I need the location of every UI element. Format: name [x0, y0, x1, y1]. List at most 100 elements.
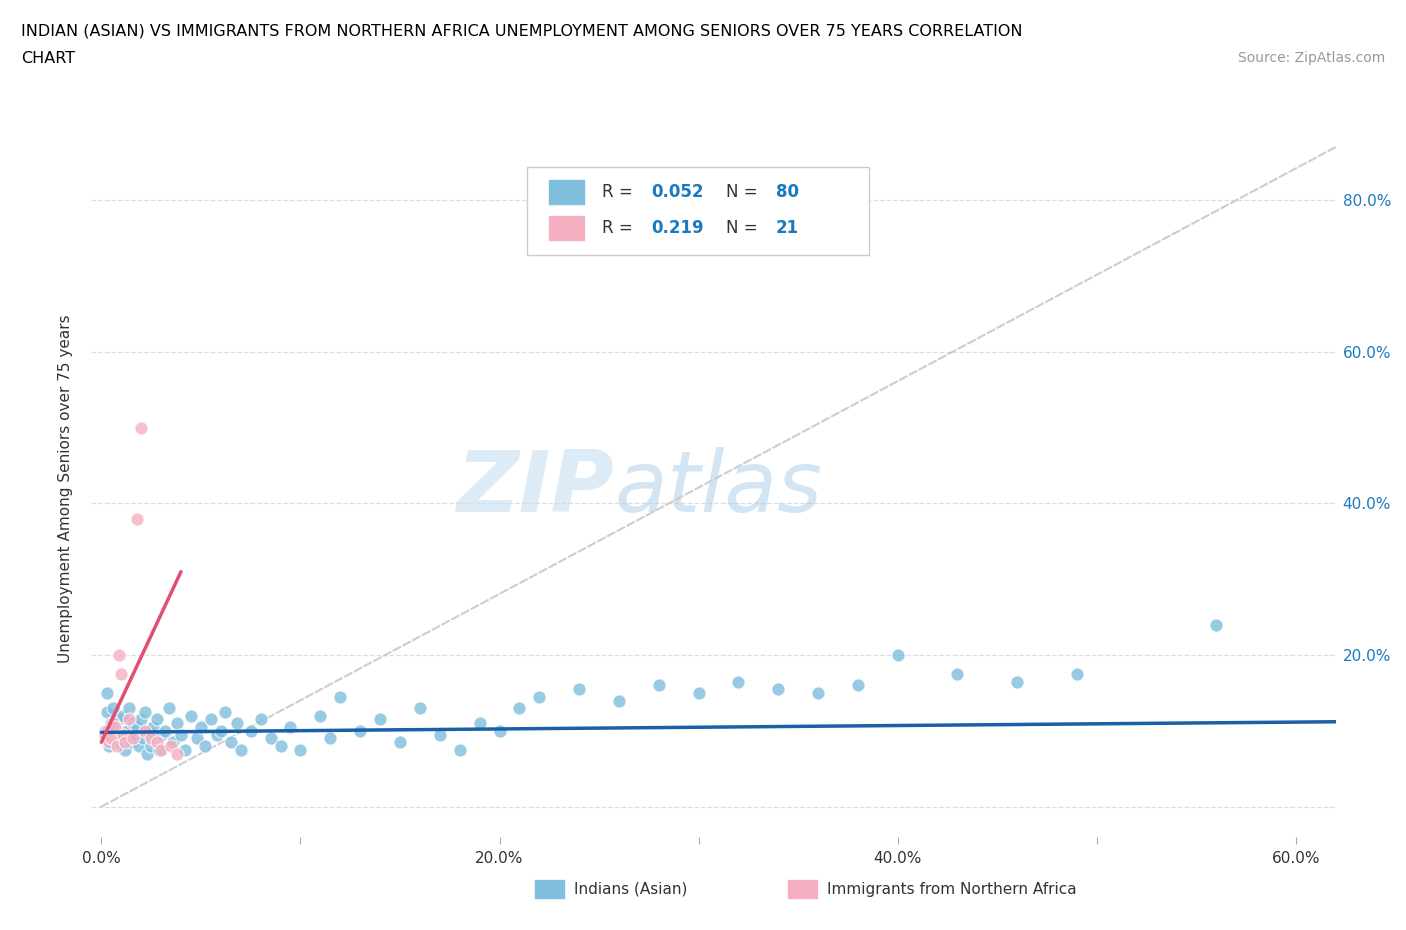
Y-axis label: Unemployment Among Seniors over 75 years: Unemployment Among Seniors over 75 years [58, 314, 73, 662]
Point [807, 685, 830, 700]
Point [174, 742, 197, 757]
Text: 0.219: 0.219 [651, 219, 704, 237]
Point [190, 720, 212, 735]
Text: 0.052: 0.052 [651, 183, 704, 201]
Point [139, 731, 162, 746]
Text: Indians (Asian): Indians (Asian) [574, 882, 688, 897]
Point [104, 720, 127, 735]
Text: CHART: CHART [21, 51, 75, 66]
Point [146, 735, 169, 750]
Point [229, 742, 252, 757]
Point [138, 724, 160, 738]
Text: Source: ZipAtlas.com: Source: ZipAtlas.com [1237, 51, 1385, 65]
Point [846, 678, 869, 693]
Point [128, 738, 150, 753]
Point [186, 731, 208, 746]
Point [249, 712, 271, 727]
Point [143, 731, 166, 746]
Point [132, 731, 155, 746]
Point [727, 674, 749, 689]
Point [488, 724, 510, 738]
Point [768, 682, 790, 697]
Point [98, 735, 121, 750]
Text: INDIAN (ASIAN) VS IMMIGRANTS FROM NORTHERN AFRICA UNEMPLOYMENT AMONG SENIORS OVE: INDIAN (ASIAN) VS IMMIGRANTS FROM NORTHE… [21, 23, 1022, 38]
Point [1205, 618, 1227, 632]
Point [1005, 674, 1028, 689]
Point [96, 685, 118, 700]
Point [105, 735, 128, 750]
Point [166, 716, 188, 731]
Point [118, 700, 141, 715]
Point [103, 731, 125, 746]
Point [110, 667, 132, 682]
Text: 80: 80 [776, 183, 799, 201]
Point [157, 700, 180, 715]
Text: 21: 21 [776, 219, 799, 237]
Point [122, 716, 145, 731]
Point [270, 738, 292, 753]
Point [946, 667, 969, 682]
Point [280, 720, 302, 735]
Text: N =: N = [725, 219, 763, 237]
Point [148, 742, 170, 757]
Point [94, 727, 117, 742]
Point [112, 727, 135, 742]
Point [259, 731, 281, 746]
Point [319, 731, 342, 746]
Point [96, 724, 118, 738]
Point [103, 716, 125, 731]
Point [129, 712, 152, 727]
Point [205, 727, 228, 742]
Point [170, 727, 193, 742]
Point [568, 682, 591, 697]
Point [136, 746, 159, 761]
Point [153, 724, 176, 738]
Point [290, 742, 312, 757]
Point [239, 724, 262, 738]
Point [468, 716, 491, 731]
Point [1066, 667, 1088, 682]
Point [104, 720, 127, 735]
Point [129, 420, 152, 435]
Point [529, 689, 551, 704]
Point [115, 724, 138, 738]
Point [96, 704, 118, 719]
Bar [548, 179, 585, 206]
Text: R =: R = [602, 219, 637, 237]
Bar [548, 215, 585, 242]
Point [194, 738, 217, 753]
Point [108, 647, 131, 662]
Point [100, 716, 122, 731]
Point [449, 742, 471, 757]
Point [127, 720, 149, 735]
Text: R =: R = [602, 183, 637, 201]
Point [329, 689, 352, 704]
Point [409, 700, 432, 715]
Point [508, 700, 530, 715]
Point [146, 712, 169, 727]
Point [162, 735, 184, 750]
Text: atlas: atlas [614, 446, 823, 530]
Point [120, 735, 142, 750]
Point [388, 735, 411, 750]
Point [429, 727, 451, 742]
Point [688, 685, 710, 700]
Point [368, 712, 391, 727]
Point [114, 735, 136, 750]
Point [607, 693, 630, 708]
Point [349, 724, 371, 738]
Point [100, 731, 122, 746]
Point [110, 727, 132, 742]
Point [142, 720, 165, 735]
Point [105, 738, 128, 753]
Point [160, 738, 183, 753]
Point [200, 712, 222, 727]
FancyBboxPatch shape [527, 167, 869, 255]
Point [648, 678, 671, 693]
Point [94, 724, 117, 738]
Text: ZIP: ZIP [457, 446, 614, 530]
Point [108, 712, 131, 727]
Point [98, 738, 121, 753]
Point [103, 700, 125, 715]
Point [214, 704, 236, 719]
